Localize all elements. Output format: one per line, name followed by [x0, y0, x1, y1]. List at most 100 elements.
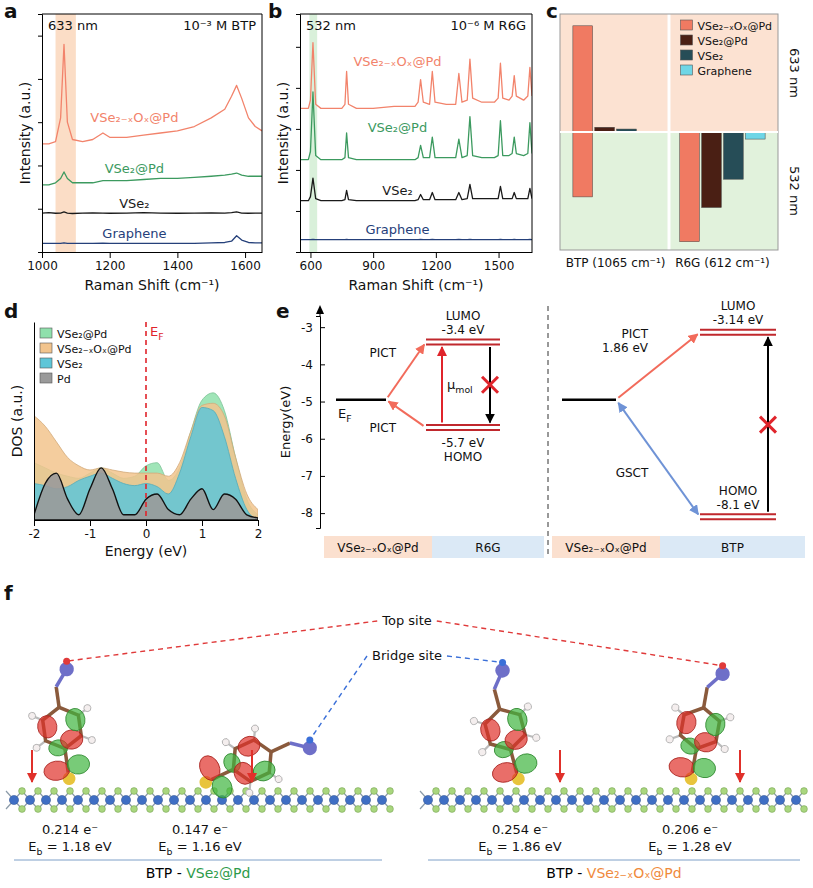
text-part: = 1.28 eV [663, 839, 732, 854]
spectrum-line [42, 212, 262, 214]
v-atom [329, 795, 338, 804]
v-atom [233, 795, 242, 804]
orbital-lobe [36, 714, 58, 739]
h-atom [33, 744, 41, 752]
dos-area [34, 393, 258, 520]
y-tick-label: -6 [301, 432, 313, 446]
v-atom [89, 795, 98, 804]
v-atom [121, 795, 130, 804]
orbital-lobe [250, 758, 278, 785]
se-atom [529, 788, 536, 795]
se-atom [259, 806, 266, 813]
se-atom [705, 806, 712, 813]
site-dot [499, 659, 506, 666]
x-axis-title: Raman Shift (cm⁻¹) [84, 277, 219, 293]
y-tick-mark [38, 36, 42, 37]
frame [42, 14, 262, 15]
site-arrow [559, 750, 561, 782]
v-atom [631, 795, 640, 804]
y-axis-line [34, 323, 35, 521]
category-label: BTP (1065 cm⁻¹) [566, 256, 666, 270]
molecule [659, 659, 742, 790]
energy-level [700, 329, 776, 331]
v-atom [185, 795, 194, 804]
y-tick [38, 252, 42, 253]
y-axis-line [296, 15, 301, 253]
v-atom [297, 795, 306, 804]
text-subscript: F [346, 413, 351, 424]
y-axis [34, 323, 35, 521]
se-atom [259, 788, 266, 795]
v-atom [711, 795, 720, 804]
y-axis-title: Intensity (a.u.) [17, 82, 33, 185]
h-atom [721, 745, 729, 753]
text-part: E [338, 406, 346, 421]
se-atom [561, 788, 568, 795]
se-atom [211, 806, 218, 813]
series-label: VSe₂@Pd [368, 120, 427, 135]
text-part: E [648, 839, 656, 854]
frame [532, 14, 533, 252]
y-tick-mark [296, 47, 300, 48]
se-atom [721, 788, 728, 795]
x-tick-label: 2 [255, 527, 263, 541]
y-tick-mark [38, 165, 42, 166]
se-atom [433, 806, 440, 813]
h-atom [524, 702, 533, 711]
orbital-lobe [478, 717, 502, 744]
frame [300, 14, 532, 15]
x-tick: 600 [299, 252, 322, 273]
caption-rule [14, 860, 382, 861]
text-part: = 1.18 eV [43, 839, 112, 854]
orbital-lobe [235, 733, 263, 760]
se-atom [497, 806, 504, 813]
molecule-label: BTP [721, 541, 744, 555]
se-atom [577, 806, 584, 813]
energy-level [700, 513, 776, 515]
binding-energy: Eb = 1.86 eV [478, 839, 561, 857]
x-tick-label: 1000 [27, 259, 58, 273]
bond [271, 743, 290, 752]
level-name: LUMO [721, 299, 756, 313]
x-tick: -1 [85, 520, 97, 541]
transition-label: GSCT [616, 466, 649, 480]
se-atom [801, 806, 808, 813]
se-atom [513, 806, 520, 813]
level-name: HOMO [719, 484, 757, 498]
se-atom [51, 788, 58, 795]
x-tick-label: 1 [199, 527, 207, 541]
v-atom [615, 795, 624, 804]
se-atom [147, 806, 154, 813]
text-part: E [150, 324, 158, 339]
annotation: 10⁻³ M BTP [183, 18, 256, 33]
x-tick-label: -1 [85, 527, 97, 541]
molecule [22, 659, 101, 789]
y-tick: -8 [301, 506, 325, 520]
v-atom [265, 795, 274, 804]
blocked-cross [760, 417, 776, 433]
se-atom [323, 788, 330, 795]
orbital-lobe [513, 751, 540, 775]
spectrum-line [300, 92, 532, 160]
text-subscript: F [158, 331, 163, 342]
y-tick: -6 [301, 432, 325, 446]
y-tick-mark [320, 439, 325, 440]
legend-item: VSe₂₋ₓOₓ@Pd [40, 343, 132, 356]
se-atom [481, 806, 488, 813]
v-atom [345, 795, 354, 804]
legend-swatch [40, 373, 52, 383]
x-tick-mark [177, 252, 178, 258]
bar [702, 132, 722, 208]
se-atom [433, 788, 440, 795]
charge-transfer: 0.214 e⁻ [42, 822, 98, 837]
legend-swatch [680, 65, 692, 75]
legend-label: Pd [57, 373, 71, 386]
series-label: VSe₂₋ₓOₓ@Pd [90, 110, 178, 125]
se-atom [657, 806, 664, 813]
se-atom [67, 806, 74, 813]
blocked-cross [760, 417, 776, 433]
substrate-label: VSe₂₋ₓOₓ@Pd [337, 541, 418, 555]
legend-label: VSe₂@Pd [57, 328, 107, 341]
orbital-lobe [505, 706, 529, 733]
se-atom [195, 806, 202, 813]
